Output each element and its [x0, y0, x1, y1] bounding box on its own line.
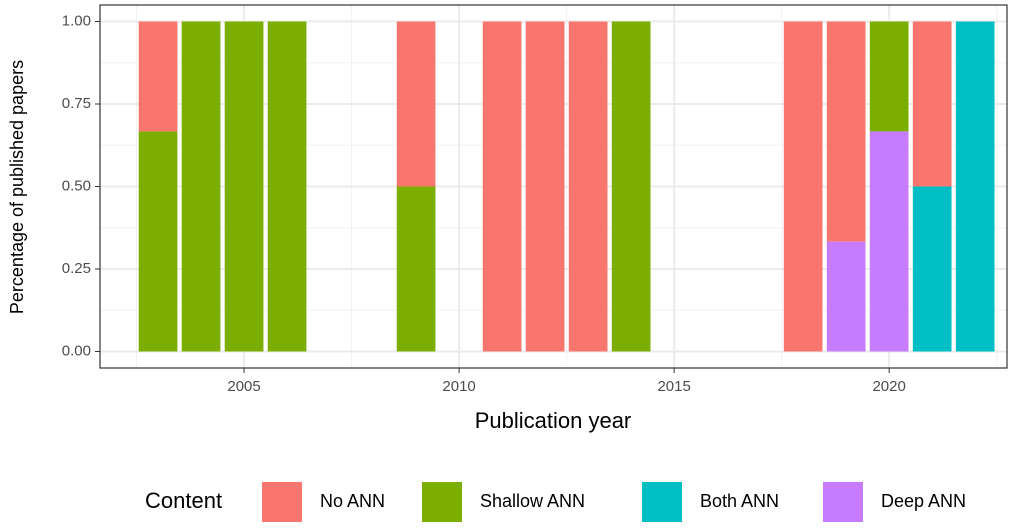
bar-segment: [912, 186, 952, 352]
legend-swatch: [422, 482, 462, 522]
y-tick-label: 0.75: [62, 95, 91, 112]
y-axis-label: Percentage of published papers: [7, 60, 27, 314]
y-tick-label: 0.50: [62, 177, 91, 194]
bar-segment: [826, 241, 866, 352]
bar-segment: [396, 21, 436, 187]
y-tick-label: 1.00: [62, 12, 91, 29]
legend-label: Deep ANN: [881, 491, 966, 511]
bar-segment: [138, 131, 178, 352]
bar-segment: [869, 21, 909, 132]
legend-label: No ANN: [320, 491, 385, 511]
panel-border: [99, 4, 1008, 369]
bar-segment: [224, 21, 264, 352]
bar-segment: [955, 21, 995, 352]
bar-segment: [611, 21, 651, 352]
bar-segment: [912, 21, 952, 187]
bar-segment: [181, 21, 221, 352]
bar-segment: [826, 21, 866, 242]
bar-segment: [138, 21, 178, 132]
y-tick-label: 0.00: [62, 342, 91, 359]
x-tick-label: 2010: [442, 378, 475, 395]
legend-label: Both ANN: [700, 491, 779, 511]
legend-swatch: [642, 482, 682, 522]
legend-label: Shallow ANN: [480, 491, 585, 511]
bar-segment: [267, 21, 307, 352]
y-tick-label: 0.25: [62, 260, 91, 277]
bar-segment: [525, 21, 565, 352]
x-tick-label: 2005: [227, 378, 260, 395]
legend-title: Content: [145, 488, 222, 513]
bar-segment: [396, 186, 436, 352]
legend-swatch: [823, 482, 863, 522]
bar-segment: [568, 21, 608, 352]
x-tick-label: 2020: [872, 378, 905, 395]
bar-segment: [783, 21, 823, 352]
bar-segment: [482, 21, 522, 352]
x-axis-label: Publication year: [475, 408, 632, 433]
legend-swatch: [262, 482, 302, 522]
bar-segment: [869, 131, 909, 352]
x-tick-label: 2015: [657, 378, 690, 395]
